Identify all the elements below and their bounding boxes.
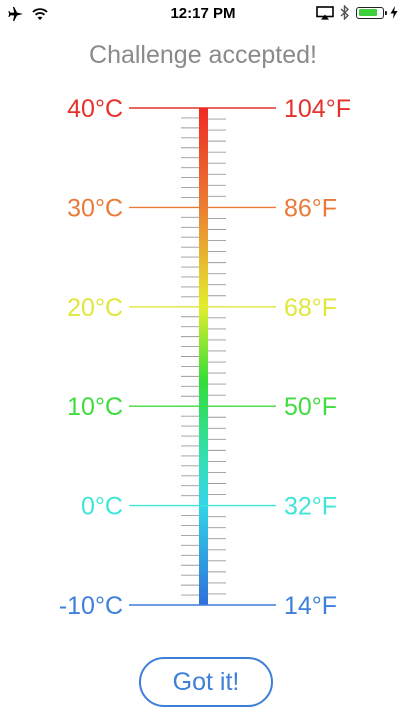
airplane-icon xyxy=(8,7,23,21)
fahrenheit-label: 68°F xyxy=(284,294,337,322)
fahrenheit-label: 86°F xyxy=(284,194,337,222)
airplay-icon xyxy=(316,5,334,20)
thermometer-scale: 40°C 104°F 30°C 86°F 20°C 68°F 10°C 50°F 0°C 32°F… xyxy=(59,95,351,620)
celsius-label: -10°C xyxy=(59,592,123,620)
celsius-label: 0°C xyxy=(81,493,123,521)
wifi-icon xyxy=(32,8,48,20)
battery-icon xyxy=(356,6,387,19)
fahrenheit-label: 104°F xyxy=(284,95,351,123)
celsius-label: 10°C xyxy=(67,393,123,421)
thermometer-tube xyxy=(199,108,208,605)
page-title: Challenge accepted! xyxy=(89,41,317,69)
celsius-label: 30°C xyxy=(67,194,123,222)
celsius-label: 40°C xyxy=(67,95,123,123)
celsius-label: 20°C xyxy=(67,294,123,322)
charging-bolt-icon xyxy=(390,6,398,19)
bluetooth-icon xyxy=(340,5,350,20)
status-time: 12:17 PM xyxy=(170,5,236,22)
got-it-button[interactable]: Got it! xyxy=(139,657,273,707)
status-bar: 12:17 PM xyxy=(0,0,406,28)
fahrenheit-label: 32°F xyxy=(284,493,337,521)
fahrenheit-label: 14°F xyxy=(284,592,337,620)
fahrenheit-label: 50°F xyxy=(284,393,337,421)
